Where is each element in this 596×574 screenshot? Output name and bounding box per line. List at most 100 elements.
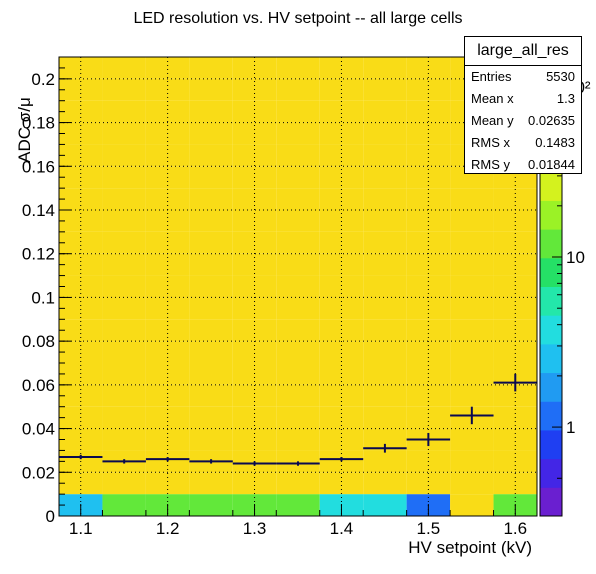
heatmap-cell bbox=[276, 428, 320, 451]
heatmap-cell bbox=[363, 100, 407, 123]
heatmap-cell bbox=[450, 384, 494, 407]
heatmap-cell bbox=[406, 319, 451, 342]
heatmap-cell bbox=[363, 122, 407, 145]
heatmap-cell bbox=[59, 100, 103, 123]
heatmap-cell bbox=[493, 384, 537, 407]
heatmap-cell bbox=[363, 275, 407, 298]
heatmap-cell bbox=[450, 188, 494, 210]
stats-label: RMS x bbox=[471, 135, 510, 150]
stats-row-rms-y: RMS y 0.01844 bbox=[465, 154, 581, 176]
heatmap-cell bbox=[450, 319, 494, 342]
heatmap-cell bbox=[363, 494, 407, 516]
heatmap-cell bbox=[276, 384, 320, 407]
heatmap-cell bbox=[450, 494, 494, 516]
heatmap-cell bbox=[450, 472, 494, 495]
heatmap-cell bbox=[276, 188, 320, 210]
y-tick-label: 0.18 bbox=[22, 114, 55, 133]
heatmap-cell bbox=[363, 363, 407, 385]
heatmap-cell bbox=[406, 210, 451, 232]
heatmap-cell bbox=[145, 384, 190, 407]
heatmap-cell bbox=[276, 363, 320, 385]
heatmap-cell bbox=[276, 297, 320, 320]
heatmap-cell bbox=[189, 341, 233, 363]
heatmap-cell bbox=[145, 297, 190, 320]
color-scale-segment bbox=[540, 171, 562, 201]
heatmap-cell bbox=[59, 297, 103, 320]
heatmap-cell bbox=[59, 144, 103, 167]
heatmap-cell bbox=[102, 494, 146, 516]
heatmap-cell bbox=[59, 231, 103, 254]
heatmap-cell bbox=[189, 188, 233, 210]
heatmap-cell bbox=[406, 57, 451, 79]
heatmap-cell bbox=[363, 406, 407, 429]
color-scale-segment bbox=[540, 315, 562, 345]
y-tick-label: 0.1 bbox=[31, 288, 55, 307]
heatmap-cell bbox=[102, 100, 146, 123]
color-scale-segment bbox=[540, 372, 562, 402]
heatmap-cell bbox=[493, 275, 537, 298]
y-tick-label: 0.02 bbox=[22, 463, 55, 482]
heatmap-cell bbox=[102, 188, 146, 210]
heatmap-cell bbox=[319, 57, 364, 79]
heatmap-cell bbox=[232, 275, 277, 298]
x-tick-label: 1.1 bbox=[69, 519, 93, 538]
heatmap-cell bbox=[406, 384, 451, 407]
heatmap-cell bbox=[406, 188, 451, 210]
heatmap-cell bbox=[319, 188, 364, 210]
color-scale-segment bbox=[540, 458, 562, 488]
heatmap-cell bbox=[145, 100, 190, 123]
heatmap-cell bbox=[232, 472, 277, 495]
heatmap-cell bbox=[363, 210, 407, 232]
heatmap-cell bbox=[232, 188, 277, 210]
heatmap-cell bbox=[493, 188, 537, 210]
stats-value: 1.3 bbox=[556, 91, 575, 106]
heatmap-cell bbox=[276, 210, 320, 232]
heatmap-cell bbox=[363, 384, 407, 407]
heatmap-cell bbox=[493, 319, 537, 342]
heatmap-cell bbox=[232, 319, 277, 342]
y-axis: 0 0.02 0.04 0.06 0.08 0.1 0.12 0.14 0.16 0.18 0.2 bbox=[22, 56, 71, 526]
heatmap-cell bbox=[232, 341, 277, 363]
heatmap-cell bbox=[406, 100, 451, 123]
heatmap-cell bbox=[102, 275, 146, 298]
color-scale-segment bbox=[540, 286, 562, 316]
color-scale-segment bbox=[540, 487, 562, 517]
heatmap-cell bbox=[102, 231, 146, 254]
heatmap-cell bbox=[102, 78, 146, 101]
heatmap-cell bbox=[189, 78, 233, 101]
y-tick-label: 0.14 bbox=[22, 201, 55, 220]
heatmap-cell bbox=[102, 210, 146, 232]
heatmap-cell bbox=[189, 100, 233, 123]
heatmap-cell bbox=[406, 144, 451, 167]
stats-value: 0.01844 bbox=[528, 157, 575, 172]
heatmap-cell bbox=[276, 341, 320, 363]
heatmap-cell bbox=[145, 341, 190, 363]
heatmap-cell bbox=[363, 144, 407, 167]
heatmap-cell bbox=[232, 384, 277, 407]
heatmap-cell bbox=[102, 144, 146, 167]
heatmap-cell bbox=[145, 188, 190, 210]
heatmap-cell bbox=[276, 275, 320, 298]
x-tick-label: 1.5 bbox=[417, 519, 441, 538]
heatmap-cell bbox=[189, 406, 233, 429]
x-axis-title: HV setpoint (kV) bbox=[408, 538, 532, 557]
heatmap-cell bbox=[276, 57, 320, 79]
heatmap-cell bbox=[59, 210, 103, 232]
heatmap-cell bbox=[59, 57, 103, 79]
heatmap-cell bbox=[276, 100, 320, 123]
heatmap-cell bbox=[102, 253, 146, 276]
y-tick-label: 0.16 bbox=[22, 157, 55, 176]
stats-label: Mean y bbox=[471, 113, 514, 128]
stats-label: Mean x bbox=[471, 91, 514, 106]
heatmap-cell bbox=[189, 428, 233, 451]
heatmap-cell bbox=[276, 406, 320, 429]
heatmap-cell bbox=[102, 384, 146, 407]
x-tick-label: 1.2 bbox=[156, 519, 180, 538]
heatmap-cell bbox=[59, 188, 103, 210]
heatmap-cell bbox=[276, 144, 320, 167]
heatmap-cell bbox=[59, 428, 103, 451]
y-tick-label: 0.08 bbox=[22, 332, 55, 351]
heatmap-cell bbox=[145, 319, 190, 342]
heatmap-cell bbox=[276, 319, 320, 342]
